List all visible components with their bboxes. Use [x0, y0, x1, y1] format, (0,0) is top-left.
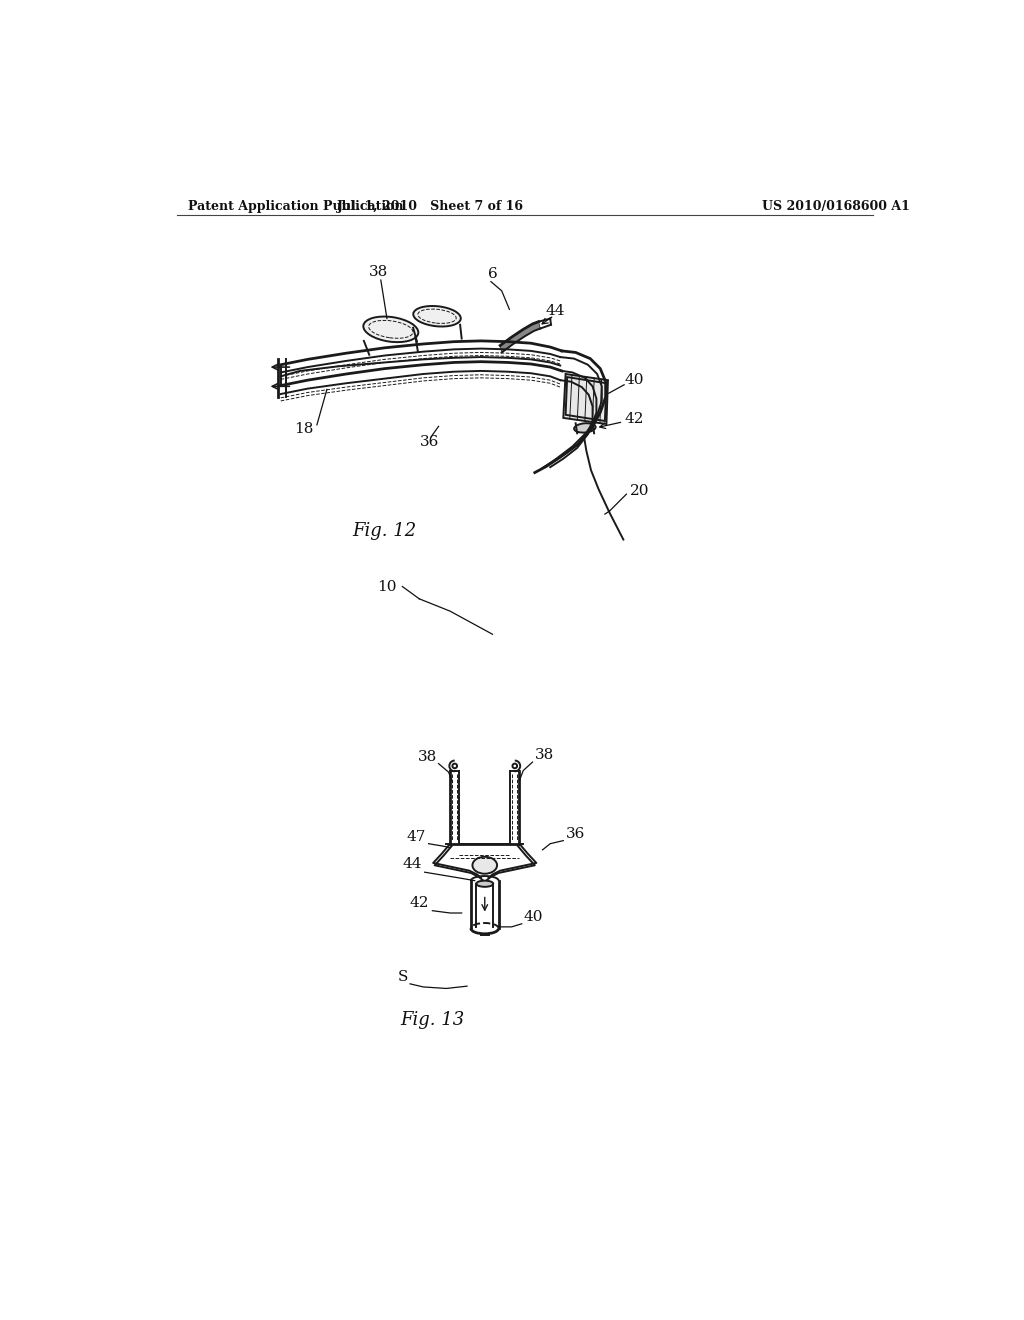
Ellipse shape — [472, 857, 497, 874]
Text: 20: 20 — [630, 484, 649, 498]
Text: Patent Application Publication: Patent Application Publication — [188, 199, 403, 213]
Text: US 2010/0168600 A1: US 2010/0168600 A1 — [762, 199, 910, 213]
Text: Fig. 12: Fig. 12 — [352, 521, 417, 540]
Text: 36: 36 — [420, 434, 439, 449]
Text: 36: 36 — [565, 826, 585, 841]
Text: 10: 10 — [378, 579, 397, 594]
Polygon shape — [402, 1263, 427, 1279]
Polygon shape — [500, 322, 541, 352]
Ellipse shape — [476, 880, 494, 887]
Text: 42: 42 — [625, 412, 644, 425]
Text: 40: 40 — [625, 374, 644, 387]
Text: Jul. 1, 2010   Sheet 7 of 16: Jul. 1, 2010 Sheet 7 of 16 — [337, 199, 524, 213]
Text: 44: 44 — [402, 858, 422, 871]
Ellipse shape — [414, 306, 461, 326]
Ellipse shape — [574, 424, 596, 433]
Text: 42: 42 — [410, 896, 429, 909]
Text: 18: 18 — [294, 422, 313, 437]
Text: Fig. 13: Fig. 13 — [400, 1011, 465, 1028]
Ellipse shape — [364, 317, 419, 342]
Text: 6: 6 — [487, 267, 498, 281]
Text: 40: 40 — [523, 909, 543, 924]
Text: 47: 47 — [407, 830, 425, 843]
Text: 44: 44 — [546, 304, 565, 318]
Text: 38: 38 — [369, 265, 388, 280]
Text: 38: 38 — [418, 750, 437, 763]
Polygon shape — [543, 1263, 567, 1279]
Text: S: S — [397, 970, 408, 983]
Text: 38: 38 — [535, 748, 554, 762]
Polygon shape — [563, 374, 608, 424]
